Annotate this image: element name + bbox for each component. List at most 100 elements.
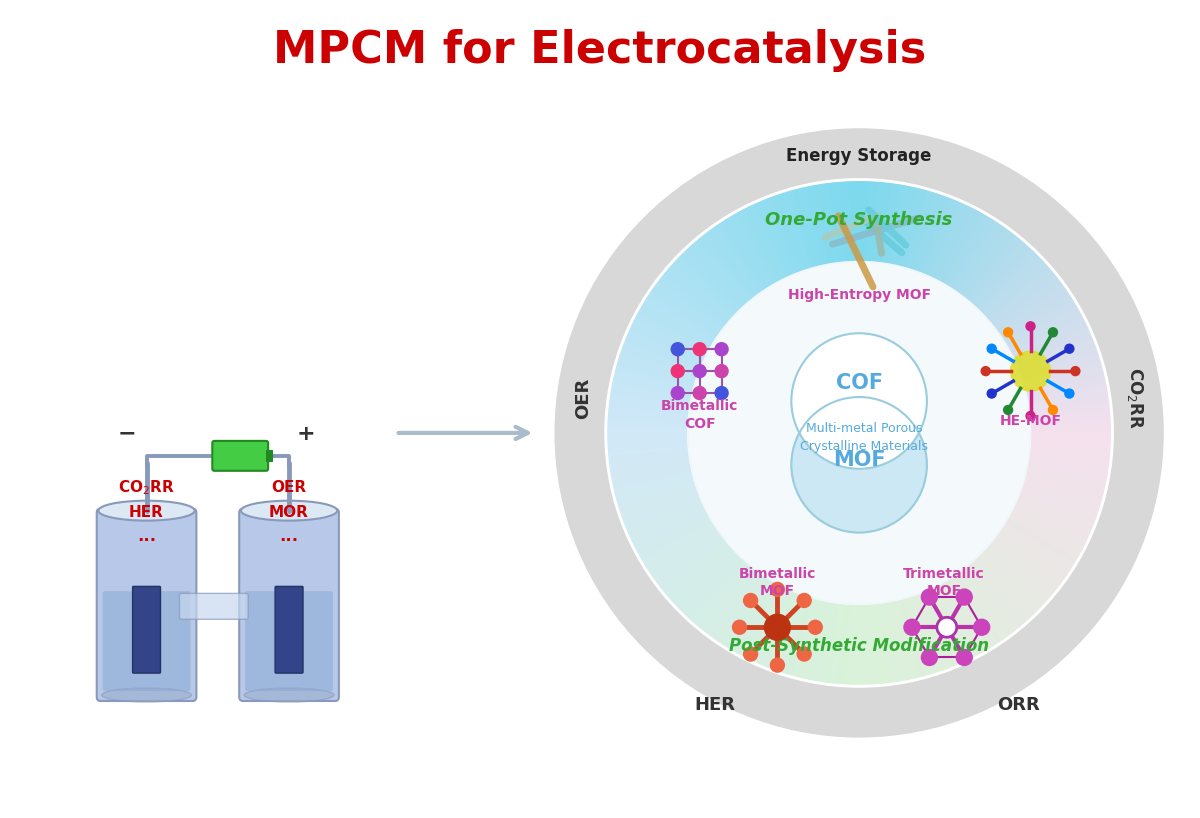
Wedge shape [692, 561, 746, 622]
Wedge shape [720, 576, 766, 644]
Circle shape [956, 649, 972, 665]
Wedge shape [805, 187, 823, 266]
Wedge shape [942, 582, 983, 653]
Wedge shape [1006, 521, 1074, 564]
Text: MOR: MOR [269, 506, 308, 520]
Wedge shape [726, 218, 769, 288]
Wedge shape [1031, 434, 1110, 438]
Wedge shape [635, 319, 707, 357]
Wedge shape [956, 226, 1003, 293]
Wedge shape [864, 182, 868, 262]
Wedge shape [1000, 289, 1066, 336]
Wedge shape [757, 590, 791, 663]
Wedge shape [630, 329, 703, 363]
Wedge shape [996, 535, 1061, 584]
Wedge shape [893, 187, 911, 265]
Wedge shape [880, 603, 892, 682]
Wedge shape [889, 601, 905, 681]
Wedge shape [806, 600, 824, 679]
Wedge shape [919, 593, 949, 668]
Wedge shape [1030, 449, 1109, 459]
Wedge shape [816, 185, 830, 264]
Wedge shape [874, 182, 883, 263]
Wedge shape [688, 248, 743, 308]
Wedge shape [1031, 439, 1110, 444]
Wedge shape [629, 501, 702, 535]
Wedge shape [748, 207, 784, 280]
Wedge shape [1014, 506, 1087, 541]
Wedge shape [1006, 303, 1075, 346]
Wedge shape [655, 285, 720, 334]
Circle shape [937, 618, 956, 637]
Wedge shape [886, 185, 900, 264]
Wedge shape [608, 440, 688, 446]
Wedge shape [722, 221, 767, 289]
Wedge shape [912, 194, 938, 271]
Wedge shape [966, 236, 1018, 299]
Wedge shape [1026, 473, 1103, 494]
Wedge shape [613, 467, 691, 485]
Text: OER: OER [574, 377, 592, 419]
Wedge shape [955, 574, 1001, 641]
Wedge shape [608, 445, 689, 452]
Wedge shape [956, 573, 1003, 640]
Ellipse shape [98, 501, 194, 520]
Wedge shape [974, 246, 1028, 307]
Wedge shape [1030, 411, 1110, 420]
Wedge shape [971, 242, 1024, 303]
Wedge shape [724, 578, 768, 646]
Text: High-Entropy MOF: High-Entropy MOF [787, 289, 931, 303]
Wedge shape [976, 557, 1032, 617]
Wedge shape [646, 524, 714, 568]
Wedge shape [612, 383, 691, 400]
Wedge shape [728, 218, 770, 287]
Wedge shape [1027, 463, 1106, 479]
Wedge shape [715, 226, 762, 293]
Wedge shape [1013, 323, 1086, 359]
Circle shape [671, 343, 684, 356]
Wedge shape [1028, 461, 1106, 477]
Wedge shape [908, 597, 932, 674]
Wedge shape [1025, 476, 1103, 498]
Wedge shape [623, 345, 698, 375]
Wedge shape [846, 182, 852, 262]
Wedge shape [608, 426, 688, 430]
Bar [266, 450, 274, 462]
Wedge shape [608, 413, 689, 421]
Wedge shape [923, 200, 955, 275]
Wedge shape [817, 602, 833, 681]
Wedge shape [790, 598, 814, 675]
Wedge shape [745, 586, 782, 658]
Wedge shape [914, 196, 943, 272]
Wedge shape [986, 546, 1048, 601]
Circle shape [797, 594, 811, 608]
Wedge shape [986, 265, 1048, 319]
Wedge shape [692, 244, 746, 304]
Wedge shape [647, 296, 715, 341]
Wedge shape [612, 463, 690, 479]
Wedge shape [840, 182, 847, 262]
Wedge shape [612, 464, 691, 481]
Wedge shape [1026, 376, 1104, 396]
Wedge shape [820, 185, 834, 263]
Wedge shape [930, 204, 965, 277]
Wedge shape [686, 249, 743, 308]
Wedge shape [943, 582, 985, 651]
Wedge shape [1028, 458, 1108, 472]
Wedge shape [625, 496, 700, 527]
Wedge shape [1027, 385, 1106, 402]
Wedge shape [1019, 494, 1093, 525]
Wedge shape [1012, 317, 1082, 355]
Wedge shape [938, 584, 977, 656]
Wedge shape [751, 587, 787, 660]
Wedge shape [1009, 313, 1081, 353]
Wedge shape [1021, 486, 1098, 513]
Wedge shape [773, 594, 802, 670]
Wedge shape [614, 470, 692, 489]
Wedge shape [641, 517, 710, 559]
Wedge shape [758, 202, 792, 276]
Wedge shape [733, 214, 775, 285]
Wedge shape [1030, 402, 1109, 414]
Wedge shape [640, 516, 710, 556]
Wedge shape [1018, 496, 1093, 527]
